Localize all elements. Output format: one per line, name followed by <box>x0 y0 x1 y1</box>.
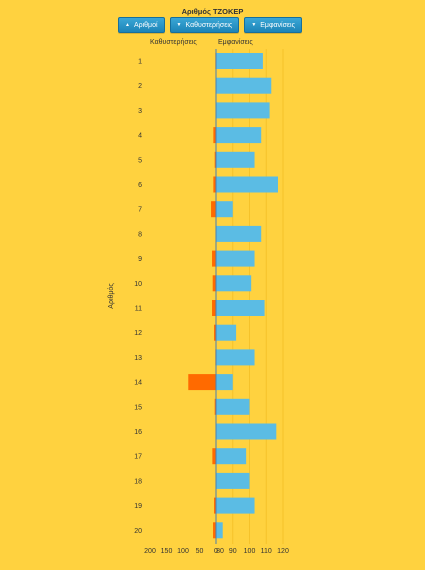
delays-bar <box>214 151 216 168</box>
left-tick-label: 150 <box>161 548 173 555</box>
category-label: 11 <box>135 306 142 313</box>
category-label: 12 <box>134 330 142 337</box>
appearances-bar <box>216 423 277 440</box>
sort-toolbar: ▲ Αριθμοί ▼ Καθυστερήσεις ▼ Εμφανίσεις <box>118 17 302 33</box>
delays-bar <box>212 448 216 465</box>
appearances-bar <box>216 472 250 489</box>
category-label: 20 <box>134 528 142 535</box>
delays-bar <box>213 127 216 144</box>
category-label: 8 <box>138 231 142 238</box>
sort-by-number-label: Αριθμοί <box>133 21 158 29</box>
gridlines <box>232 49 284 544</box>
right-tick-label: 110 <box>261 548 272 555</box>
sort-by-appearances-button[interactable]: ▼ Εμφανίσεις <box>244 17 302 33</box>
appearances-bar <box>216 77 272 94</box>
appearances-bar <box>216 176 278 193</box>
sort-desc-icon: ▼ <box>251 21 257 28</box>
appearances-bar <box>216 102 270 119</box>
category-label: 1 <box>138 59 142 66</box>
category-label: 3 <box>138 108 142 115</box>
appearances-bar <box>216 324 237 341</box>
appearances-bar <box>216 127 262 144</box>
delays-bar <box>212 250 216 267</box>
delays-bar <box>212 275 216 292</box>
right-series-header: Εμφανίσεις <box>218 38 253 46</box>
sort-desc-icon: ▼ <box>176 21 182 28</box>
appearances-bar <box>216 53 263 69</box>
left-tick-label: 50 <box>196 548 204 555</box>
delays-bar <box>211 201 216 218</box>
category-label: 16 <box>134 429 142 436</box>
category-label: 4 <box>138 133 142 140</box>
category-label: 2 <box>138 83 142 90</box>
category-label: 18 <box>134 478 142 485</box>
category-label: 14 <box>134 380 142 387</box>
sort-by-appearances-label: Εμφανίσεις <box>260 21 295 29</box>
left-tick-label: 0 <box>214 548 218 555</box>
appearances-bar <box>216 275 252 292</box>
appearances-bar <box>216 151 255 168</box>
appearances-bar <box>216 201 233 218</box>
appearances-bar <box>216 448 247 465</box>
left-tick-label: 100 <box>177 548 189 555</box>
left-series-header: Καθυστερήσεις <box>150 39 197 46</box>
x-tick-labels: 200 150 100 50 080 90 100 110 120 <box>144 548 289 555</box>
category-label: 17 <box>134 454 142 461</box>
right-tick-label: 100 <box>244 548 256 555</box>
category-label: 13 <box>134 355 142 362</box>
category-label: 7 <box>138 207 142 214</box>
appearances-bar <box>216 497 255 514</box>
bars <box>188 53 278 539</box>
category-label: 10 <box>134 281 142 288</box>
left-tick-label: 200 <box>144 548 156 555</box>
delays-bar <box>212 300 216 316</box>
delays-bar <box>214 324 216 341</box>
sort-by-number-button[interactable]: ▲ Αριθμοί <box>118 17 165 33</box>
delays-bar <box>213 522 216 539</box>
delays-bar <box>214 398 216 415</box>
category-label: 15 <box>134 404 142 411</box>
category-label: 5 <box>138 157 142 164</box>
delays-bar <box>213 176 216 193</box>
appearances-bar <box>216 349 255 366</box>
appearances-bar <box>216 300 265 316</box>
delays-bar <box>214 497 216 514</box>
sort-by-delays-label: Καθυστερήσεις <box>185 21 233 29</box>
appearances-bar <box>216 374 233 391</box>
y-axis-label: Αριθμός <box>107 283 115 309</box>
delays-bar <box>188 374 216 391</box>
right-tick-label: 80 <box>216 548 224 555</box>
appearances-bar <box>216 522 223 539</box>
chart-title: Αριθμός ΤΖΟΚΕΡ <box>181 7 244 16</box>
appearances-bar <box>216 250 255 267</box>
sort-by-delays-button[interactable]: ▼ Καθυστερήσεις <box>169 17 240 33</box>
appearances-bar <box>216 225 262 242</box>
right-tick-label: 120 <box>277 548 289 555</box>
right-tick-label: 90 <box>229 548 237 555</box>
category-label: 19 <box>134 503 142 510</box>
sort-asc-icon: ▲ <box>125 21 130 28</box>
category-label: 9 <box>138 256 142 263</box>
category-label: 6 <box>138 182 142 189</box>
appearances-bar <box>216 398 250 415</box>
